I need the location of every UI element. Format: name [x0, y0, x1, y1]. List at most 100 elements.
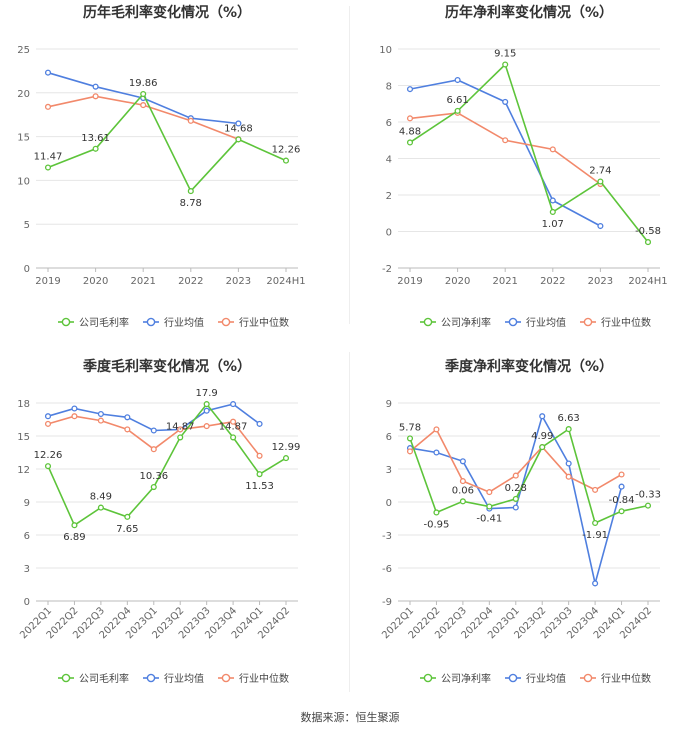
y-tick-label: 8: [386, 82, 392, 93]
legend-marker: [583, 673, 593, 683]
data-point-avg: [256, 420, 263, 427]
data-point-company: [644, 502, 652, 509]
y-tick-label: -3: [382, 531, 392, 542]
data-label: 12.99: [272, 442, 301, 453]
data-point-company: [549, 208, 556, 216]
legend-marker: [423, 317, 433, 327]
data-point-company: [597, 178, 604, 185]
data-point-company: [406, 139, 414, 146]
legend-marker: [508, 317, 518, 327]
data-label: -1.91: [582, 530, 608, 541]
data-point-avg: [71, 405, 78, 412]
data-point-median: [256, 452, 263, 459]
data-label: -0.84: [609, 495, 635, 506]
data-point-company: [539, 444, 546, 451]
y-tick-label: 6: [386, 118, 392, 129]
data-point-median: [565, 473, 572, 480]
data-point-company: [282, 455, 290, 462]
legend-label: 行业中位数: [601, 316, 651, 329]
legend-marker: [583, 317, 593, 327]
data-label: 11.47: [34, 152, 63, 163]
legend-marker: [423, 673, 433, 683]
data-point-company: [486, 503, 493, 510]
data-point-company: [459, 498, 466, 505]
legend-label: 公司毛利率: [79, 316, 129, 329]
data-point-median: [187, 117, 194, 124]
legend-item: 公司净利率: [420, 316, 491, 329]
legend-label: 公司净利率: [441, 316, 491, 329]
data-label: -0.33: [635, 490, 661, 501]
data-source: 数据来源：恒生聚源: [300, 711, 400, 724]
legend-label: 行业中位数: [601, 672, 651, 685]
data-point-median: [92, 93, 99, 100]
y-tick-label: 0: [386, 228, 392, 239]
data-point-avg: [597, 222, 604, 230]
data-point-avg: [433, 449, 440, 456]
data-label: -0.58: [635, 226, 661, 237]
x-tick-label: 2021: [130, 276, 155, 287]
data-label: 6.63: [558, 413, 580, 424]
legend-item: 行业中位数: [218, 672, 289, 685]
data-point-company: [454, 107, 461, 114]
data-point-company: [644, 239, 652, 246]
data-point-avg: [549, 197, 556, 204]
data-point-median: [549, 146, 556, 153]
legend-marker: [61, 317, 71, 327]
x-tick-label: 2019: [35, 276, 60, 287]
y-tick-label: 10: [379, 45, 392, 56]
legend-item: 行业均值: [505, 316, 566, 329]
data-point-avg: [92, 83, 99, 90]
x-tick-label: 2022: [540, 276, 565, 287]
legend-marker: [221, 673, 231, 683]
data-point-avg: [230, 401, 237, 408]
legend-item: 行业中位数: [580, 316, 651, 329]
legend-marker: [508, 673, 518, 683]
data-point-median: [44, 103, 52, 110]
legend-item: 行业均值: [143, 672, 204, 685]
data-label: 12.26: [272, 145, 301, 156]
legend-label: 公司净利率: [441, 672, 491, 685]
data-point-company: [256, 471, 263, 478]
data-point-company: [71, 522, 78, 529]
data-point-median: [406, 115, 414, 122]
data-point-median: [512, 472, 519, 479]
y-tick-label: 6: [386, 432, 392, 443]
legend-label: 行业均值: [164, 316, 204, 329]
data-point-avg: [512, 504, 519, 511]
legend-marker: [146, 317, 156, 327]
legend-item: 公司毛利率: [58, 316, 129, 329]
data-label: 5.78: [399, 422, 421, 433]
data-label: 4.88: [399, 126, 421, 137]
data-point-company: [92, 145, 99, 152]
data-point-median: [203, 423, 210, 430]
legend-marker: [61, 673, 71, 683]
data-point-median: [140, 102, 147, 109]
data-label: 7.65: [116, 524, 138, 535]
legend-item: 行业均值: [143, 316, 204, 329]
data-point-avg: [124, 414, 131, 421]
x-tick-label: 2024H1: [266, 276, 305, 287]
data-point-company: [406, 435, 414, 442]
data-point-median: [150, 446, 157, 453]
y-tick-label: 10: [17, 176, 30, 187]
x-tick-label: 2020: [83, 276, 108, 287]
data-point-avg: [44, 413, 52, 420]
series-line-company: [47, 92, 287, 193]
data-label: -0.95: [424, 519, 450, 530]
y-tick-label: 2: [386, 191, 392, 202]
data-label: 12.26: [34, 450, 63, 461]
legend-label: 行业中位数: [239, 672, 289, 685]
data-point-company: [140, 90, 147, 98]
data-label: 11.53: [245, 481, 274, 492]
y-tick-label: 9: [24, 498, 30, 509]
y-tick-label: 12: [17, 465, 30, 476]
data-point-company: [565, 426, 572, 433]
data-label: 6.61: [446, 95, 468, 106]
data-label: 6.89: [63, 532, 85, 543]
data-point-avg: [150, 427, 157, 434]
y-tick-label: 5: [24, 220, 30, 231]
y-tick-label: 0: [24, 264, 30, 275]
data-point-avg: [592, 580, 599, 587]
legend-label: 行业均值: [526, 316, 566, 329]
y-tick-label: -2: [382, 264, 392, 275]
